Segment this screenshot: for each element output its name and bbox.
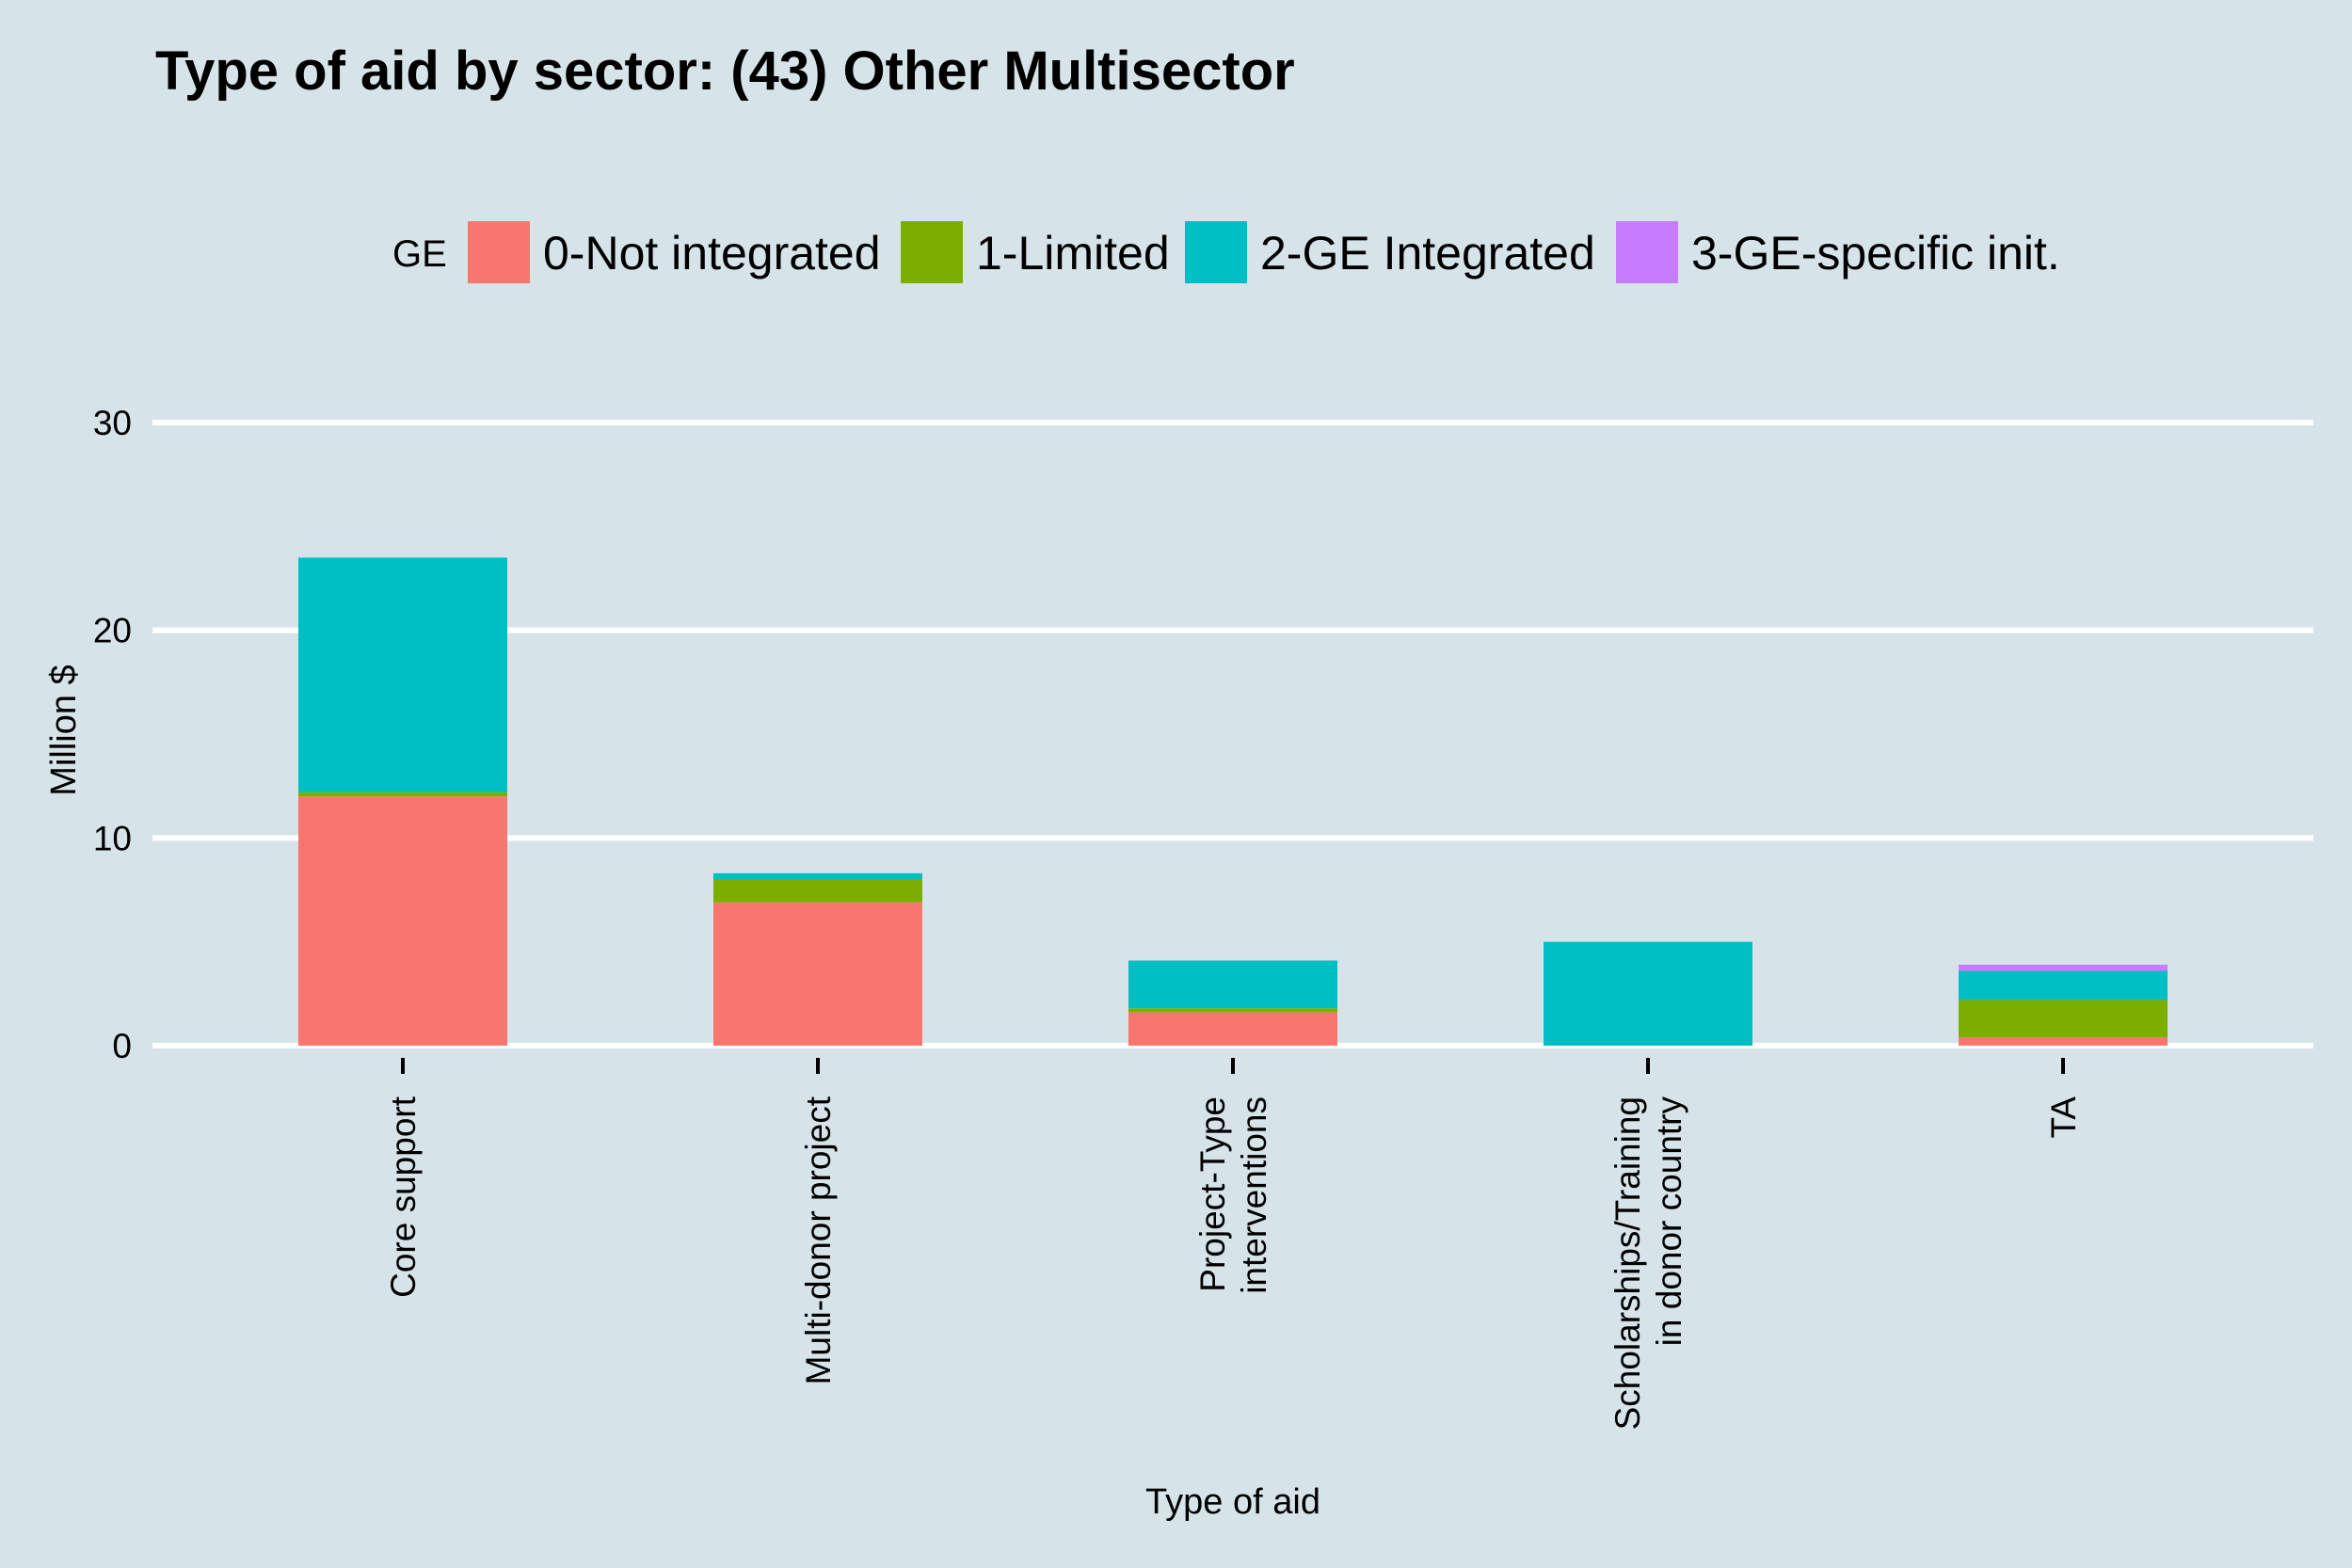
bar-segment bbox=[298, 557, 507, 792]
x-axis: Core support Multi-donor project Project-T… bbox=[384, 1058, 2083, 1430]
legend-label: 1-Limited bbox=[976, 227, 1170, 280]
bar-segment bbox=[1959, 970, 2168, 1000]
legend: GE 0-Not integrated 1-Limited 2-GE Integra… bbox=[392, 221, 2060, 283]
legend-title: GE bbox=[392, 233, 447, 275]
bar-segment bbox=[298, 796, 507, 1046]
bar-segment bbox=[1544, 941, 1752, 1046]
bar-segment bbox=[1128, 960, 1337, 1009]
y-tick-label: 10 bbox=[93, 819, 132, 857]
bar-segment bbox=[1128, 1012, 1337, 1046]
x-tick-label: Multi-donor project bbox=[799, 1096, 838, 1384]
legend-key bbox=[1185, 221, 1247, 283]
x-tick-label: TA bbox=[2044, 1096, 2083, 1139]
bar-segment bbox=[1959, 1000, 2168, 1038]
bar-segment bbox=[1128, 1008, 1337, 1013]
x-tick-label: Core support bbox=[384, 1096, 423, 1298]
legend-key bbox=[901, 221, 963, 283]
y-tick-label: 0 bbox=[112, 1027, 132, 1065]
x-tick-label: Scholarships/Trainingin donor country bbox=[1608, 1096, 1688, 1431]
bar-segment bbox=[713, 879, 922, 903]
legend-key bbox=[1616, 221, 1678, 283]
y-tick-label: 20 bbox=[93, 612, 132, 650]
y-tick-label: 30 bbox=[93, 404, 132, 442]
bar-segment bbox=[1959, 964, 2168, 971]
legend-label: 0-Not integrated bbox=[543, 227, 881, 280]
y-axis: 0 10 20 30 bbox=[93, 404, 132, 1065]
legend-label: 2-GE Integrated bbox=[1260, 227, 1595, 280]
y-axis-title: Million $ bbox=[44, 664, 84, 795]
bar-segment bbox=[1959, 1037, 2168, 1046]
x-tick-label: Project-Typeinterventions bbox=[1193, 1096, 1273, 1294]
bars bbox=[298, 557, 2168, 1046]
bar-segment bbox=[713, 902, 922, 1046]
bar-segment bbox=[713, 872, 922, 880]
legend-label: 3-GE-specific init. bbox=[1691, 227, 2060, 280]
legend-key bbox=[468, 221, 530, 283]
chart-title: Type of aid by sector: (43) Other Multis… bbox=[155, 40, 1295, 102]
bar-segment bbox=[298, 792, 507, 797]
x-axis-title: Type of aid bbox=[1145, 1482, 1320, 1522]
